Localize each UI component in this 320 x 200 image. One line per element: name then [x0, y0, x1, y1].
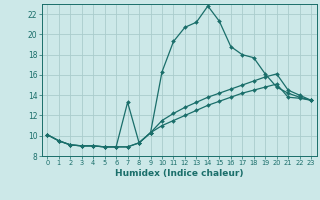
X-axis label: Humidex (Indice chaleur): Humidex (Indice chaleur) [115, 169, 244, 178]
